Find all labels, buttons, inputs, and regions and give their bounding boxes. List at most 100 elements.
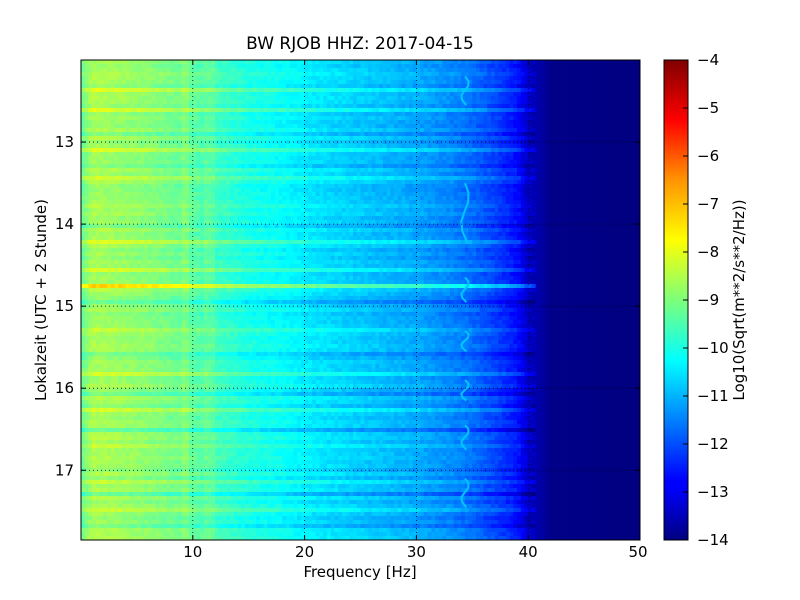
heatmap-cell [81,172,86,177]
heatmap-cell [125,120,131,125]
heatmap-cell [107,160,112,165]
heatmap-cell [230,76,235,81]
heatmap-cell [420,184,425,189]
heatmap-cell [84,136,90,141]
heatmap-cell [159,104,164,109]
heatmap-cell [367,120,373,125]
heatmap-cell [88,164,93,169]
heatmap-cell [509,96,514,101]
heatmap-cell [259,188,265,193]
heatmap-cell [382,172,388,177]
heatmap-cell [487,168,492,173]
heatmap-cell [241,124,246,129]
heatmap-cell [405,184,410,189]
heatmap-cell [230,84,235,89]
heatmap-cell [211,160,216,165]
heatmap-cell [472,164,477,169]
heatmap-cell [181,104,186,109]
heatmap-cell [580,124,585,129]
heatmap-cell [233,108,239,113]
heatmap-cell [539,76,544,81]
heatmap-cell [92,148,97,153]
heatmap-cell [408,68,414,73]
heatmap-cell [84,104,90,109]
heatmap-cell [427,180,432,185]
heatmap-cell [449,124,455,129]
heatmap-cell [133,92,138,97]
heatmap-cell [144,140,149,145]
heatmap-cell [565,132,570,137]
heatmap-cell [271,104,276,109]
heatmap-cell [211,184,216,189]
heatmap-cell [323,136,328,141]
heatmap-cell [341,76,347,81]
heatmap-cell [524,92,529,97]
heatmap-cell [520,96,526,101]
heatmap-cell [483,100,488,105]
heatmap-cell [110,104,116,109]
heatmap-cell [92,92,97,97]
heatmap-cell [226,144,231,149]
heatmap-cell [200,120,205,125]
heatmap-cell [118,136,123,141]
heatmap-cell [517,84,522,89]
heatmap-cell [353,80,358,85]
heatmap-cell [442,84,447,89]
heatmap-cell [587,84,593,89]
heatmap-cell [528,72,533,77]
heatmap-cell [99,100,104,105]
heatmap-cell [166,80,172,85]
heatmap-cell [595,96,600,101]
heatmap-cell [107,176,112,181]
heatmap-cell [572,188,578,193]
heatmap-cell [442,68,447,73]
heatmap-cell [297,124,302,129]
heatmap-cell [274,132,280,137]
chart-title: BW RJOB HHZ: 2017-04-15 [246,34,474,54]
heatmap-cell [517,96,522,101]
heatmap-cell [166,188,172,193]
heatmap-cell [192,80,198,85]
heatmap-cell [84,112,90,117]
heatmap-cell [278,148,283,153]
heatmap-cell [297,184,302,189]
heatmap-cell [177,60,183,65]
heatmap-cell [330,172,336,177]
heatmap-cell [84,180,90,185]
heatmap-cell [498,116,503,121]
heatmap-cell [494,116,499,121]
heatmap-cell [610,120,615,125]
heatmap-cell [334,64,339,69]
heatmap-cell [349,104,354,109]
heatmap-cell [326,176,332,181]
heatmap-cell [215,128,220,133]
heatmap-cell [226,76,231,81]
heatmap-cell [546,184,552,189]
heatmap-cell [632,100,637,105]
heatmap-cell [356,140,362,145]
heatmap-cell [356,60,362,65]
heatmap-cell [602,184,608,189]
heatmap-cell [289,188,295,193]
heatmap-cell [602,116,608,121]
heatmap-cell [528,136,533,141]
heatmap-cell [569,176,574,181]
heatmap-cell [576,120,581,125]
heatmap-cell [140,132,145,137]
heatmap-cell [412,116,417,121]
heatmap-cell [95,60,101,65]
heatmap-cell [561,136,567,141]
heatmap-cell [543,120,548,125]
heatmap-cell [88,124,93,129]
heatmap-cell [177,108,183,113]
heatmap-cell [170,140,175,145]
heatmap-cell [125,164,131,169]
heatmap-cell [140,88,145,93]
heatmap-cell [572,88,578,93]
heatmap-cell [517,76,522,81]
heatmap-cell [356,76,362,81]
heatmap-cell [412,76,417,81]
heatmap-cell [341,188,347,193]
heatmap-cell [602,132,608,137]
heatmap-cell [136,192,142,197]
